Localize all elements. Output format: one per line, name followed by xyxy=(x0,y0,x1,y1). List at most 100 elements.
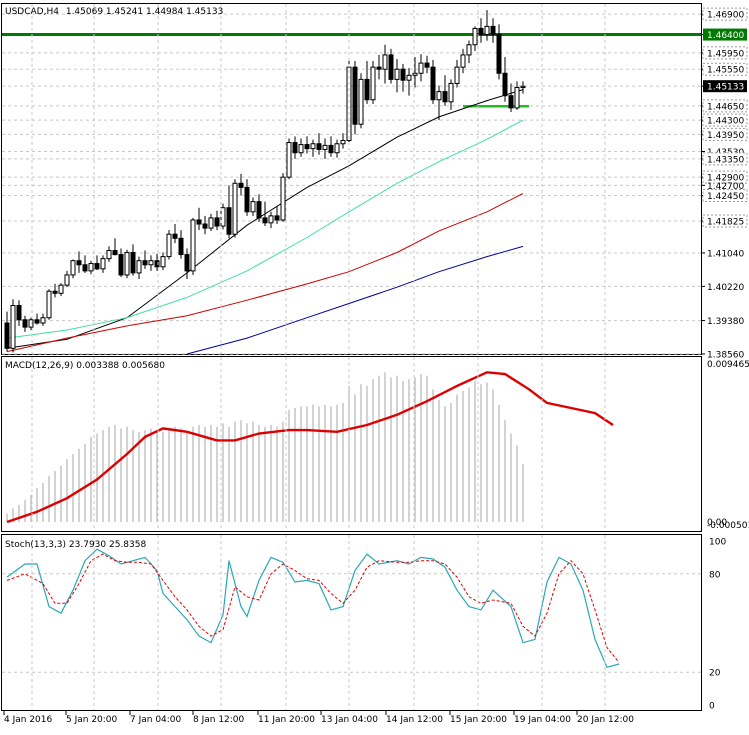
current-price-box xyxy=(703,80,747,93)
bull-candle xyxy=(190,219,196,272)
bull-candle xyxy=(268,215,274,224)
bear-candle xyxy=(244,186,250,213)
bear-candle xyxy=(496,34,502,74)
price-axis-label: 1.45950 xyxy=(707,49,744,59)
price-axis-label: 1.41825 xyxy=(707,217,744,227)
bear-candle xyxy=(442,91,448,103)
bear-candle xyxy=(316,143,322,150)
price-label-box xyxy=(702,189,748,203)
bull-candle xyxy=(208,217,214,229)
price-axis-label: 1.41040 xyxy=(707,249,744,259)
price-axis-label: 1.43350 xyxy=(707,155,744,165)
bear-candle xyxy=(16,305,22,321)
bear-candle xyxy=(130,252,136,274)
bull-candle xyxy=(418,62,424,74)
bull-candle xyxy=(382,54,388,70)
x-axis-label: 14 Jan 12:00 xyxy=(386,715,443,725)
ma-blue-line xyxy=(186,245,524,355)
bull-candle xyxy=(448,82,454,103)
bull-candle xyxy=(298,144,304,154)
bear-candle xyxy=(142,260,148,266)
bear-candle xyxy=(178,237,184,256)
bear-candle xyxy=(112,250,118,256)
x-axis-label: 20 Jan 12:00 xyxy=(577,715,634,725)
bull-candle xyxy=(100,258,106,270)
bull-candle xyxy=(46,290,52,319)
ma-green-line xyxy=(6,119,524,339)
price-label-box xyxy=(702,99,748,113)
bear-candle xyxy=(364,78,370,101)
bear-candle xyxy=(328,144,334,154)
stoch-axis-label: 20 xyxy=(709,669,721,679)
stoch-main-line xyxy=(6,548,620,669)
price-label-box xyxy=(702,127,748,141)
bear-candle xyxy=(196,219,202,225)
bull-candle xyxy=(70,260,76,276)
bull-candle xyxy=(136,260,142,274)
price-axis-label: 1.42900 xyxy=(707,174,744,184)
bear-candle xyxy=(4,322,10,349)
bull-candle xyxy=(106,250,112,260)
price-axis-label: 1.45550 xyxy=(707,66,744,76)
bear-candle xyxy=(400,68,406,81)
bull-candle xyxy=(460,54,466,68)
x-axis-label: 4 Jan 2016 xyxy=(4,715,52,725)
x-axis-label: 5 Jan 20:00 xyxy=(66,715,118,725)
bull-candle xyxy=(322,144,328,150)
macd-signal-line xyxy=(6,371,614,524)
price-label-box xyxy=(702,7,748,21)
symbol-label: USDCAD,H4 xyxy=(5,7,59,17)
bull-candle xyxy=(310,143,316,150)
price-panel-title: USDCAD,H4 1.45069 1.45241 1.44984 1.4513… xyxy=(5,7,223,17)
bull-candle xyxy=(514,87,520,109)
stoch-axis-label: 100 xyxy=(709,538,726,548)
bull-candle xyxy=(484,25,490,36)
price-axis-label: 1.43950 xyxy=(707,131,744,141)
price-axis-label: 1.39380 xyxy=(707,317,744,327)
bull-candle xyxy=(148,260,154,266)
stoch-panel-title: Stoch(13,3,3) 23.7930 25.8358 xyxy=(5,540,146,550)
bear-candle xyxy=(172,233,178,239)
bear-candle xyxy=(262,217,268,224)
bull-candle xyxy=(40,317,46,324)
bear-candle xyxy=(184,254,190,272)
bull-candle xyxy=(58,284,64,294)
price-label-box xyxy=(702,113,748,127)
x-axis-label: 13 Jan 04:00 xyxy=(321,715,378,725)
price-axis-label: 1.44650 xyxy=(707,102,744,112)
price-axis-label: 1.46900 xyxy=(707,11,744,21)
bull-candle xyxy=(10,305,16,349)
bear-candle xyxy=(94,263,100,270)
bear-candle xyxy=(34,319,40,324)
bear-candle xyxy=(304,144,310,150)
price-label-box xyxy=(702,170,748,184)
price-panel xyxy=(1,3,702,355)
bull-candle xyxy=(394,68,400,80)
bear-candle xyxy=(424,62,430,68)
ma-black-line xyxy=(6,89,524,349)
bear-candle xyxy=(256,201,262,219)
bull-candle xyxy=(472,27,478,46)
macd-axis-label: -0.000501 xyxy=(707,521,749,531)
bear-candle xyxy=(292,142,298,154)
bear-candle xyxy=(76,260,82,266)
bear-candle xyxy=(118,254,124,276)
current-price-label: 1.45133 xyxy=(707,83,744,93)
bull-candle xyxy=(340,139,346,145)
ma-red-line xyxy=(6,193,524,353)
x-axis-label: 15 Jan 20:00 xyxy=(450,715,507,725)
macd-axis-label: 0.009465 xyxy=(707,360,749,370)
level-price-box xyxy=(703,28,747,41)
macd-panel xyxy=(1,356,702,532)
x-axis-label: 8 Jan 12:00 xyxy=(193,715,245,725)
bull-candle xyxy=(406,74,412,81)
price-label-box xyxy=(702,62,748,76)
bull-candle xyxy=(520,85,526,89)
bear-candle xyxy=(376,66,382,70)
level-price-label: 1.46400 xyxy=(707,31,744,41)
bull-candle xyxy=(124,252,130,276)
bull-candle xyxy=(280,176,286,221)
bear-candle xyxy=(508,95,514,109)
